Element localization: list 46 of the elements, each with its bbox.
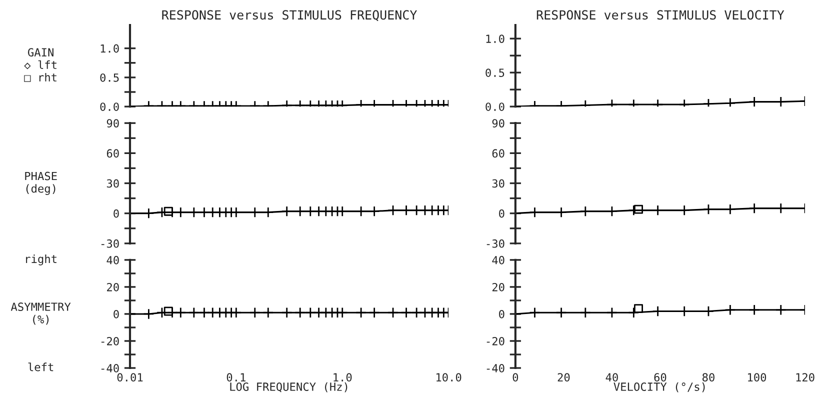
x-tick-label: 60 xyxy=(654,373,666,382)
x-axis-title: LOG FREQUENCY (Hz) xyxy=(230,382,348,392)
x-axis-title: VELOCITY (°/s) xyxy=(614,382,705,392)
y-tick-label: 0 xyxy=(499,310,504,318)
x-tick-label: 0.01 xyxy=(117,373,143,382)
x-tick-label: 1.0 xyxy=(334,373,352,382)
y-tick-label: 0.0 xyxy=(486,102,504,111)
y-tick-label: 1.0 xyxy=(100,44,119,53)
y-tick-label: 60 xyxy=(106,149,119,158)
y-tick-label: 20 xyxy=(492,282,504,292)
y-tick-label: 90 xyxy=(492,119,504,128)
y-axis-title: PHASE (deg) xyxy=(25,172,57,195)
y-tick-label: 30 xyxy=(492,179,504,188)
y-tick-label: 40 xyxy=(106,256,119,264)
y-tick-label: -20 xyxy=(486,336,504,346)
y-tick-label: 90 xyxy=(106,119,119,128)
chart-title: RESPONSE versus STIMULUS VELOCITY xyxy=(536,10,784,20)
text: right xyxy=(26,254,56,266)
x-tick-label: 80 xyxy=(702,373,714,382)
y-tick-label: 0.5 xyxy=(486,68,504,77)
x-tick-label: 20 xyxy=(558,373,570,382)
text: left xyxy=(28,362,54,372)
y-tick-label: 0 xyxy=(114,209,119,218)
y-tick-label: -40 xyxy=(101,364,119,372)
y-tick-label: -30 xyxy=(101,239,119,248)
y-axis-title: GAIN ◇ lft □ rht xyxy=(24,48,56,82)
y-tick-label: 40 xyxy=(492,256,504,264)
y-tick-label: -40 xyxy=(486,364,504,372)
y-axis-title: ASYMMETRY (%) xyxy=(10,302,71,325)
y-tick-label: -30 xyxy=(486,239,504,248)
x-tick-label: 100 xyxy=(748,373,766,382)
x-tick-label: 10.0 xyxy=(436,373,462,382)
y-tick-label: 0 xyxy=(114,310,119,318)
y-tick-label: 0.0 xyxy=(100,102,119,111)
x-tick-label: 40 xyxy=(606,373,618,382)
chart-title: RESPONSE versus STIMULUS FREQUENCY xyxy=(162,10,417,22)
x-tick-label: 0.1 xyxy=(226,373,246,382)
y-tick-label: 20 xyxy=(107,282,119,292)
y-tick-label: -20 xyxy=(101,336,119,346)
y-tick-label: 1.0 xyxy=(486,34,504,44)
x-tick-label: 0 xyxy=(512,373,518,382)
y-tick-label: 30 xyxy=(106,179,119,188)
x-tick-label: 120 xyxy=(796,373,814,382)
y-tick-label: 0.5 xyxy=(100,73,119,82)
y-tick-label: 60 xyxy=(492,149,504,158)
y-tick-label: 0 xyxy=(499,209,504,218)
